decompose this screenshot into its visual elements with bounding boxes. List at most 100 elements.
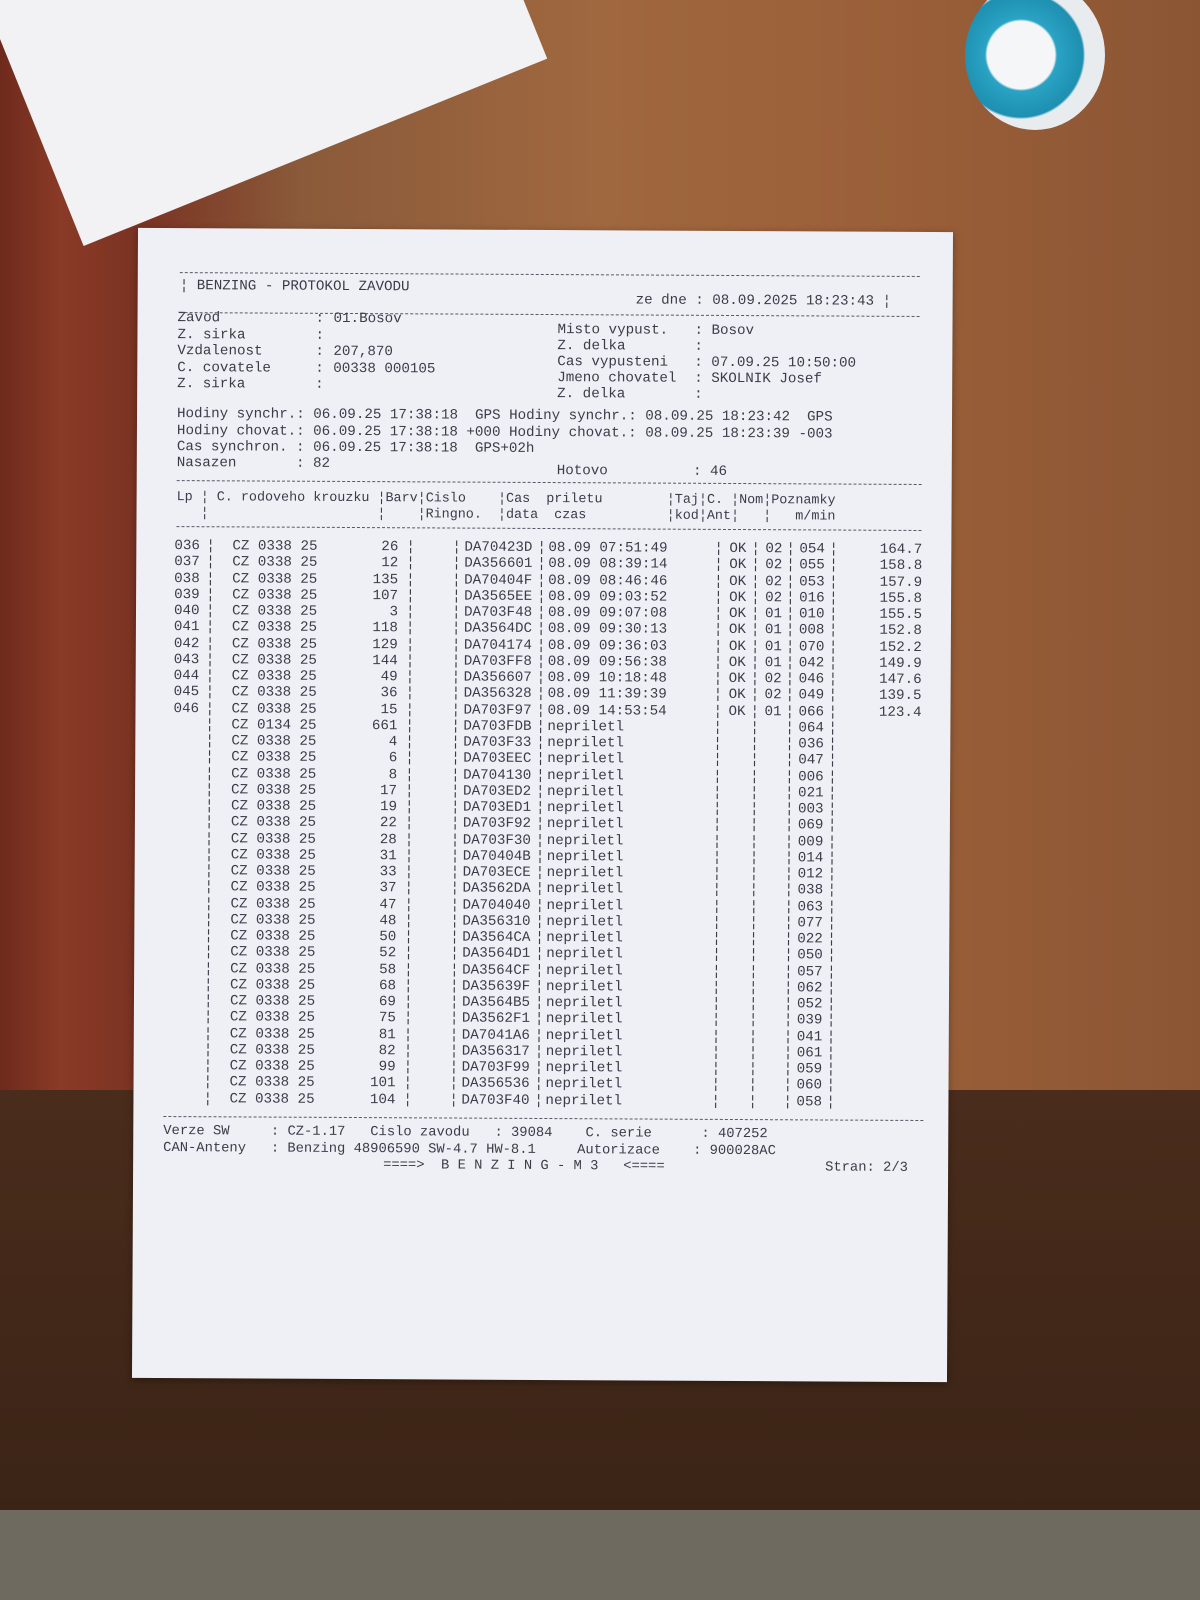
ring-number: 15 [380, 701, 398, 718]
lap-number: 042 [173, 635, 200, 652]
arrival-time: nepriletl [546, 848, 624, 866]
separator: ¦ [749, 898, 759, 915]
info-label: Zavod [177, 310, 221, 327]
chip-code: DA7041A6 [461, 1027, 530, 1044]
separator: ¦ [204, 879, 214, 896]
separator: ¦ [537, 539, 546, 557]
separator: ¦ [203, 1009, 213, 1026]
separator: ¦ [786, 557, 795, 574]
status-code: OK [728, 638, 746, 655]
separator: ¦ [449, 1010, 459, 1027]
info-separator: : [694, 370, 703, 387]
chip-code: DA703FF8 [463, 653, 532, 670]
separator: ¦ [450, 962, 459, 979]
arrival-time: nepriletl [545, 1076, 623, 1093]
info-separator: : [315, 343, 324, 360]
separator: ¦ [451, 718, 460, 735]
separator: ¦ [204, 814, 214, 831]
speed: 152.2 [879, 639, 922, 656]
separator: ¦ [403, 1043, 413, 1060]
separator: ¦ [784, 866, 794, 883]
ring-prefix: CZ 0338 25 [232, 587, 318, 604]
separator: ¦ [536, 718, 545, 735]
ring-prefix: CZ 0338 25 [231, 733, 317, 750]
ring-number: 8 [388, 766, 398, 783]
ring-number: 75 [378, 1010, 396, 1027]
separator: ¦ [827, 931, 836, 948]
separator: ¦ [205, 733, 214, 750]
arrival-time: nepriletl [546, 897, 624, 914]
hotovo-value: 46 [709, 463, 728, 480]
separator: ¦ [785, 655, 795, 672]
ring-prefix: CZ 0338 25 [230, 928, 316, 945]
separator: ¦ [749, 931, 758, 948]
separator: ¦ [829, 573, 838, 591]
status-code: OK [729, 589, 747, 606]
antenna: 02 [765, 589, 783, 607]
separator: ¦ [749, 979, 758, 996]
separator: ¦ [826, 1093, 836, 1111]
separator: ¦ [784, 915, 793, 932]
nom-number: 016 [799, 590, 825, 607]
separator: ¦ [712, 865, 722, 882]
separator: ¦ [750, 703, 760, 720]
arrival-time: nepriletl [545, 1092, 623, 1109]
separator: ¦ [785, 720, 794, 737]
separator: ¦ [403, 1010, 413, 1027]
ring-prefix: CZ 0338 25 [232, 538, 318, 555]
separator: ¦ [404, 831, 414, 848]
nom-number: 046 [798, 671, 825, 688]
chip-code: DA704040 [462, 897, 531, 914]
chip-code: DA703ED1 [462, 799, 532, 816]
separator: ¦ [449, 1059, 459, 1076]
chip-code: DA703ED2 [463, 783, 532, 800]
arrival-time: nepriletl [547, 767, 624, 784]
chip-code: DA3562DA [462, 880, 531, 898]
separator: ¦ [451, 783, 460, 800]
ring-number: 48 [379, 912, 397, 929]
divider [163, 1116, 924, 1121]
separator: ¦ [749, 849, 759, 866]
separator: ¦ [783, 996, 793, 1013]
info-value: Bosov [711, 322, 755, 340]
separator: ¦ [826, 1077, 836, 1094]
nom-number: 038 [797, 882, 824, 899]
arrival-time: 08.09 07:51:49 [548, 540, 668, 557]
separator: ¦ [713, 768, 722, 785]
separator: ¦ [535, 962, 544, 979]
separator: ¦ [828, 768, 837, 786]
separator: ¦ [205, 749, 214, 766]
separator: ¦ [785, 768, 794, 785]
separator: ¦ [449, 1043, 459, 1060]
separator: ¦ [785, 703, 795, 720]
ring-prefix: CZ 0338 25 [229, 1025, 315, 1043]
info-label: Z. sirka [177, 376, 246, 393]
status-code: OK [729, 573, 747, 590]
separator: ¦ [784, 963, 793, 980]
nom-number: 064 [798, 720, 824, 737]
separator: ¦ [534, 1059, 544, 1077]
separator: ¦ [785, 638, 795, 655]
chip-code: DA704174 [463, 637, 533, 654]
footer-line-2: CAN-Anteny : Benzing 48906590 SW-4.7 HW-… [163, 1141, 776, 1160]
info-label: Z. sirka [177, 326, 246, 343]
separator: ¦ [711, 1077, 721, 1094]
info-separator: : [694, 322, 704, 339]
info-separator: : [694, 354, 703, 371]
arrival-time: nepriletl [546, 800, 624, 817]
separator: ¦ [403, 1059, 413, 1076]
separator: ¦ [405, 750, 414, 767]
ring-prefix: CZ 0338 25 [229, 993, 316, 1010]
separator: ¦ [784, 850, 794, 867]
separator: ¦ [204, 944, 213, 961]
chip-code: DA356328 [463, 685, 532, 703]
nom-number: 022 [797, 931, 823, 948]
separator: ¦ [406, 571, 415, 588]
divider [179, 272, 920, 277]
arrival-time: nepriletl [546, 865, 624, 882]
separator: ¦ [827, 915, 836, 932]
nom-number: 041 [796, 1028, 823, 1045]
separator: ¦ [206, 570, 215, 587]
separator: ¦ [714, 540, 723, 557]
separator: ¦ [535, 864, 545, 882]
